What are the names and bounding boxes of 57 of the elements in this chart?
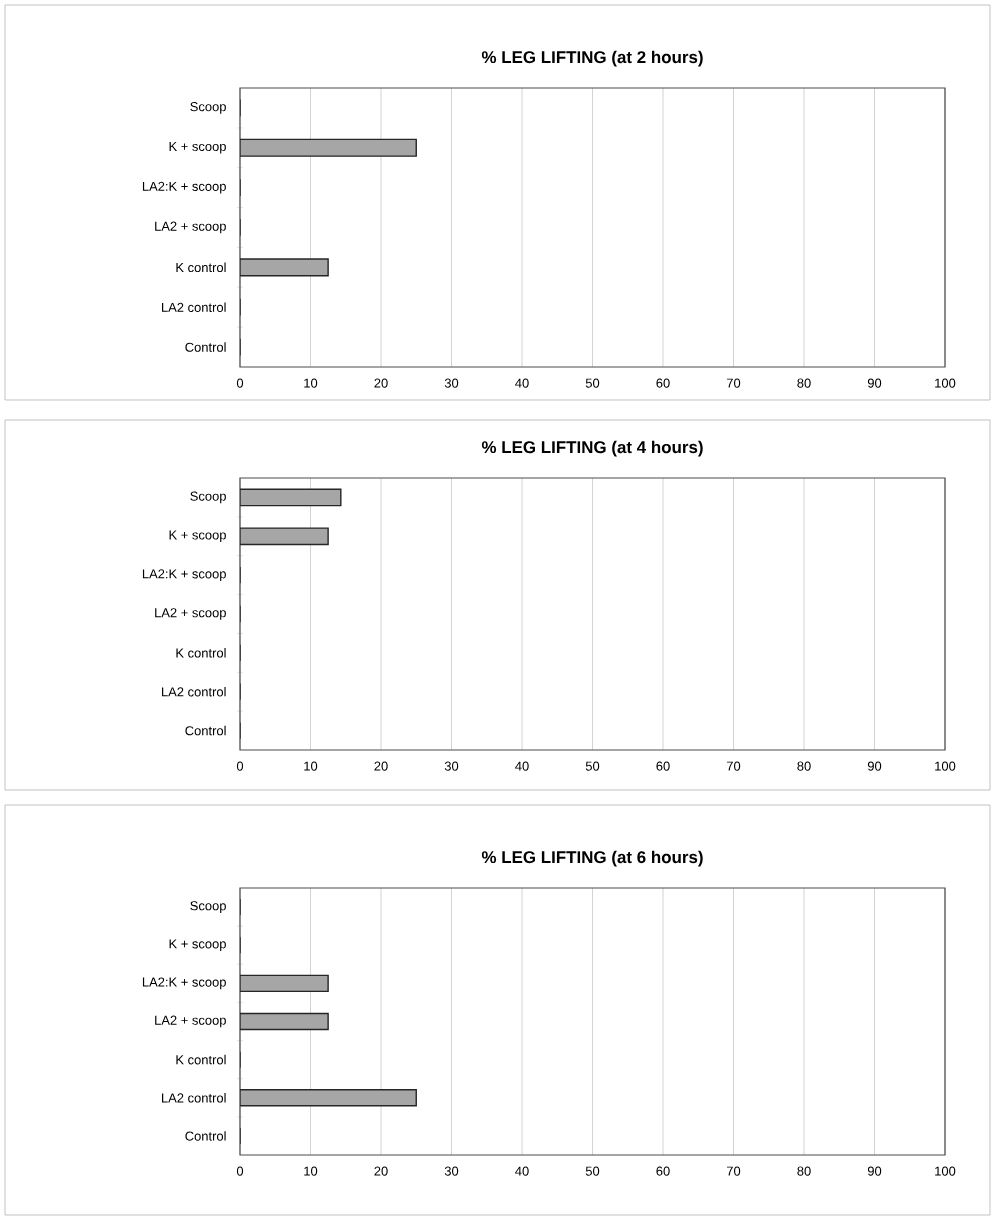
x-tick-label: 60 [656, 761, 670, 771]
y-tick-label: LA2 + scoop [155, 221, 226, 234]
x-tick-label: 10 [304, 1166, 318, 1176]
x-tick-label: 10 [304, 761, 318, 771]
y-tick-label: LA2 control [162, 686, 226, 697]
x-tick-label: 40 [515, 378, 529, 388]
y-tick-label: K + scoop [169, 530, 226, 543]
y-tick-label: LA2 control [162, 1093, 226, 1103]
y-tick-label: Scoop [190, 102, 226, 114]
x-tick-label: 90 [867, 378, 882, 388]
y-tick-label: LA2 control [162, 302, 226, 312]
x-tick-label: 90 [867, 761, 882, 771]
chart-title: % LEG LIFTING (at 2 hours) [481, 50, 703, 67]
y-tick-label: LA2:K + scoop [142, 181, 226, 194]
y-tick-label: LA2 + scoop [155, 608, 226, 620]
x-tick-label: 0 [236, 1166, 244, 1176]
x-tick-label: 70 [726, 761, 741, 771]
x-tick-label: 70 [726, 1166, 741, 1176]
x-tick-label: 50 [585, 378, 600, 388]
x-tick-label: 80 [797, 761, 811, 771]
x-tick-label: 20 [374, 378, 388, 388]
x-tick-label: 30 [444, 761, 459, 771]
y-tick-label: K control [176, 262, 226, 273]
y-tick-label: Scoop [190, 491, 226, 504]
x-tick-label: 10 [304, 378, 318, 388]
x-tick-label: 90 [867, 1166, 882, 1176]
x-tick-label: 100 [935, 378, 956, 388]
x-tick-label: 60 [656, 378, 670, 388]
x-tick-label: 50 [585, 761, 600, 771]
x-tick-label: 80 [797, 1166, 811, 1176]
y-tick-label: K + scoop [169, 141, 226, 154]
y-tick-label: Control [185, 342, 226, 352]
x-tick-label: 30 [444, 378, 459, 388]
y-tick-label: Control [185, 725, 226, 736]
x-tick-label: 80 [797, 378, 811, 388]
x-tick-label: 20 [374, 761, 388, 771]
x-tick-label: 100 [935, 761, 956, 771]
x-tick-label: 50 [585, 1166, 600, 1176]
x-tick-label: 40 [515, 761, 529, 771]
y-tick-label: LA2:K + scoop [142, 977, 226, 990]
y-tick-label: K control [176, 648, 226, 658]
y-tick-label: LA2 + scoop [155, 1015, 226, 1028]
x-tick-label: 40 [515, 1166, 529, 1176]
y-tick-label: Scoop [190, 901, 226, 913]
x-tick-label: 0 [236, 761, 244, 771]
chart-title: % LEG LIFTING (at 4 hours) [481, 440, 703, 457]
x-tick-label: 20 [374, 1166, 388, 1176]
y-tick-label: K + scoop [169, 939, 226, 952]
x-tick-label: 30 [444, 1166, 459, 1176]
y-tick-label: K control [176, 1054, 226, 1065]
x-tick-label: 60 [656, 1166, 670, 1176]
x-tick-label: 70 [726, 378, 741, 388]
chart-title: % LEG LIFTING (at 6 hours) [481, 850, 703, 867]
y-tick-label: Control [185, 1131, 226, 1141]
x-tick-label: 0 [236, 378, 244, 388]
y-tick-label: LA2:K + scoop [142, 569, 226, 581]
x-tick-label: 100 [935, 1166, 956, 1176]
